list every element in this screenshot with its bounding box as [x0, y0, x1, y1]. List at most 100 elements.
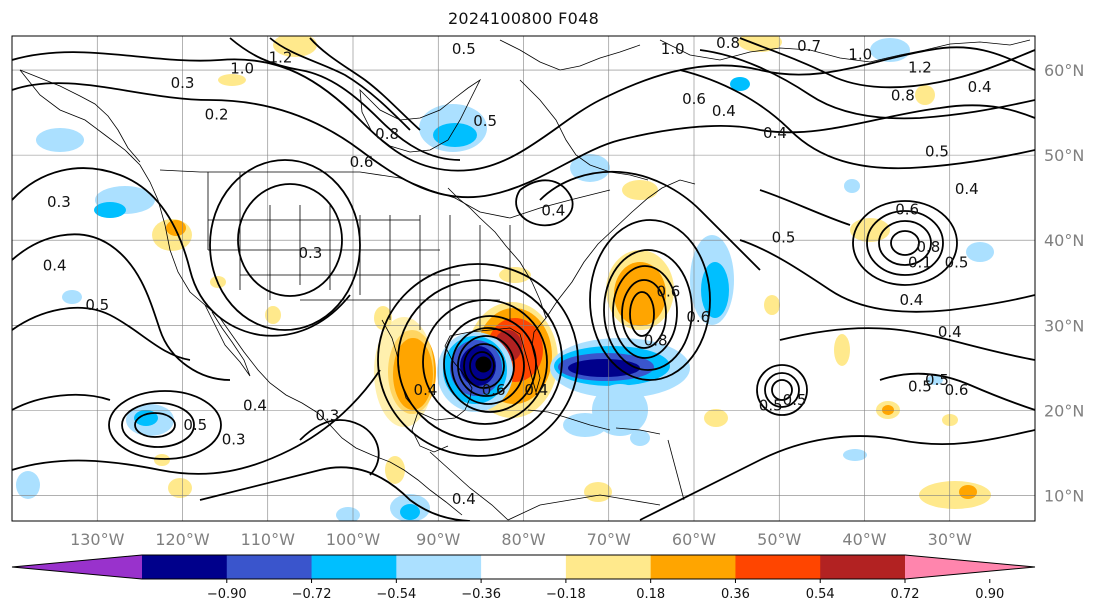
contour-label: 1.2: [269, 48, 293, 66]
hurricane-contour-6: [422, 299, 548, 425]
cuba: [527, 409, 611, 431]
shade-pacific-lightblue-3: [62, 290, 82, 304]
colorbar-tick-label: 0.72: [891, 587, 920, 602]
lesser-antilles: [667, 439, 685, 501]
colorbar-tick-label: 0.90: [975, 587, 1004, 602]
shade-carib-lightblue-3: [563, 413, 607, 437]
shade-north-yellow-3: [218, 74, 246, 86]
shade-land-yellow-3: [499, 267, 531, 283]
shade-pacific-orange-1: [166, 220, 186, 236]
lon-tick-label: 50°W: [757, 530, 801, 549]
shade-atl-lightblue-3: [843, 449, 867, 461]
east-atlantic-contour-3: [866, 210, 944, 276]
contour-label: 0.6: [895, 201, 919, 219]
mid-contour-12: [539, 170, 761, 271]
lat-tick-label: 60°N: [1044, 61, 1084, 80]
shade-carib-yellow: [385, 456, 405, 484]
contour-label: 0.8: [716, 34, 740, 52]
lon-tick-label: 120°W: [155, 530, 210, 549]
lon-tick-label: 60°W: [672, 530, 716, 549]
hispaniola: [615, 427, 661, 435]
contour-label: 0.5: [473, 112, 497, 130]
lon-tick-label: 80°W: [501, 530, 545, 549]
east-atlantic-contour-4: [852, 200, 958, 286]
west-us-contour-1: [237, 183, 343, 297]
shade-atlantic-navy: [568, 359, 640, 377]
mid-atlantic-contour-1: [771, 379, 793, 401]
lat-tick-label: 40°N: [1044, 231, 1084, 250]
shade-atl-lightblue-1: [844, 179, 860, 193]
shade-pacific-lightblue-5: [16, 471, 40, 499]
colorbar-extend-max: [905, 555, 1035, 579]
atlantic-contour-2: [621, 279, 667, 349]
pacific-contour-2: [121, 402, 195, 448]
lon-tick-label: 90°W: [416, 530, 460, 549]
shade-labrador-lightblue: [570, 154, 610, 182]
lon-tick-label: 100°W: [326, 530, 381, 549]
shade-atl-orange-6: [959, 485, 977, 499]
contour-lines: [12, 37, 1035, 521]
north-contour-1: [12, 46, 1035, 172]
colorbar-tick-label: 0.54: [806, 587, 835, 602]
hurricane-eye-marker: [475, 356, 492, 373]
contour-label: 0.5: [925, 143, 949, 161]
shade-north-yellow-2: [738, 36, 782, 52]
hurricane-contour-2: [463, 343, 505, 389]
colorbar-extend-min: [12, 555, 142, 579]
us-state-lines-3: [419, 215, 511, 330]
colorbar-outline: [11, 554, 1036, 580]
contour-label: 0.8: [891, 87, 915, 105]
contour-label: 0.4: [955, 180, 979, 198]
hurricane-contour-7: [397, 279, 563, 441]
shade-atl-lightblue-2: [966, 242, 994, 262]
shade-atl-yellow-2: [764, 295, 780, 315]
hurricane-contour-5: [443, 315, 537, 413]
yucatan: [411, 411, 449, 453]
hurricane-contour-3: [457, 335, 515, 397]
labrador: [519, 79, 649, 181]
map-title: 2024100800 F048: [447, 9, 600, 28]
shade-carib-yellow-2: [584, 482, 612, 502]
colorbar-bin: [565, 555, 652, 579]
longitude-tick-labels: 130°W 120°W 110°W 100°W 90°W 80°W 70°W 60°W 50°W…: [70, 530, 972, 549]
us-state-lines-1: [207, 172, 391, 320]
us-state-lines-2: [208, 219, 500, 301]
colorbar-bin: [735, 555, 821, 579]
contour-label: 0.4: [541, 201, 565, 219]
contour-label: 0.4: [243, 396, 267, 414]
mid-contour-9: [759, 189, 851, 226]
hurricane-contour-1: [469, 351, 495, 381]
west-us-contour-2: [209, 159, 361, 331]
map-frame: [11, 35, 1036, 522]
mid-contour-8: [739, 239, 1035, 313]
contour-label: 0.7: [797, 37, 821, 55]
contour-label: 0.6: [482, 381, 506, 399]
baja-california: [204, 304, 251, 377]
colorbar-tick-label: −0.90: [207, 587, 247, 602]
contour-label: 0.2: [205, 105, 229, 123]
shade-atl-lightblue-5: [630, 430, 650, 446]
atlantic-contour-1: [629, 291, 655, 337]
north-contour-6: [699, 49, 1035, 120]
colorbar-bin: [142, 555, 228, 579]
shade-hudson-skyblue: [433, 123, 477, 147]
contour-label: 0.4: [43, 257, 67, 275]
contour-label: 0.5: [908, 378, 932, 396]
atlantic-contour-3: [612, 265, 678, 359]
contour-label: 0.4: [452, 490, 476, 508]
contour-label: 0.3: [315, 406, 339, 424]
contour-label: 0.4: [712, 102, 736, 120]
shade-north-blue: [730, 77, 750, 91]
shade-carib-lightblue-2: [336, 507, 360, 521]
colorbar-bin: [226, 555, 313, 579]
lat-tick-label: 20°N: [1044, 401, 1084, 420]
shade-pacific-yellow-3: [154, 454, 170, 466]
colorbar-bin: [311, 555, 397, 579]
colorbar-tick-label: −0.54: [376, 587, 416, 602]
central-america: [429, 451, 509, 521]
mid-atlantic-contour-3: [756, 364, 808, 416]
colorbar-tick-label: −0.36: [461, 587, 501, 602]
north-contour-3: [229, 37, 461, 161]
hurricane-contour-4: [451, 327, 525, 405]
lat-tick-label: 50°N: [1044, 146, 1084, 165]
